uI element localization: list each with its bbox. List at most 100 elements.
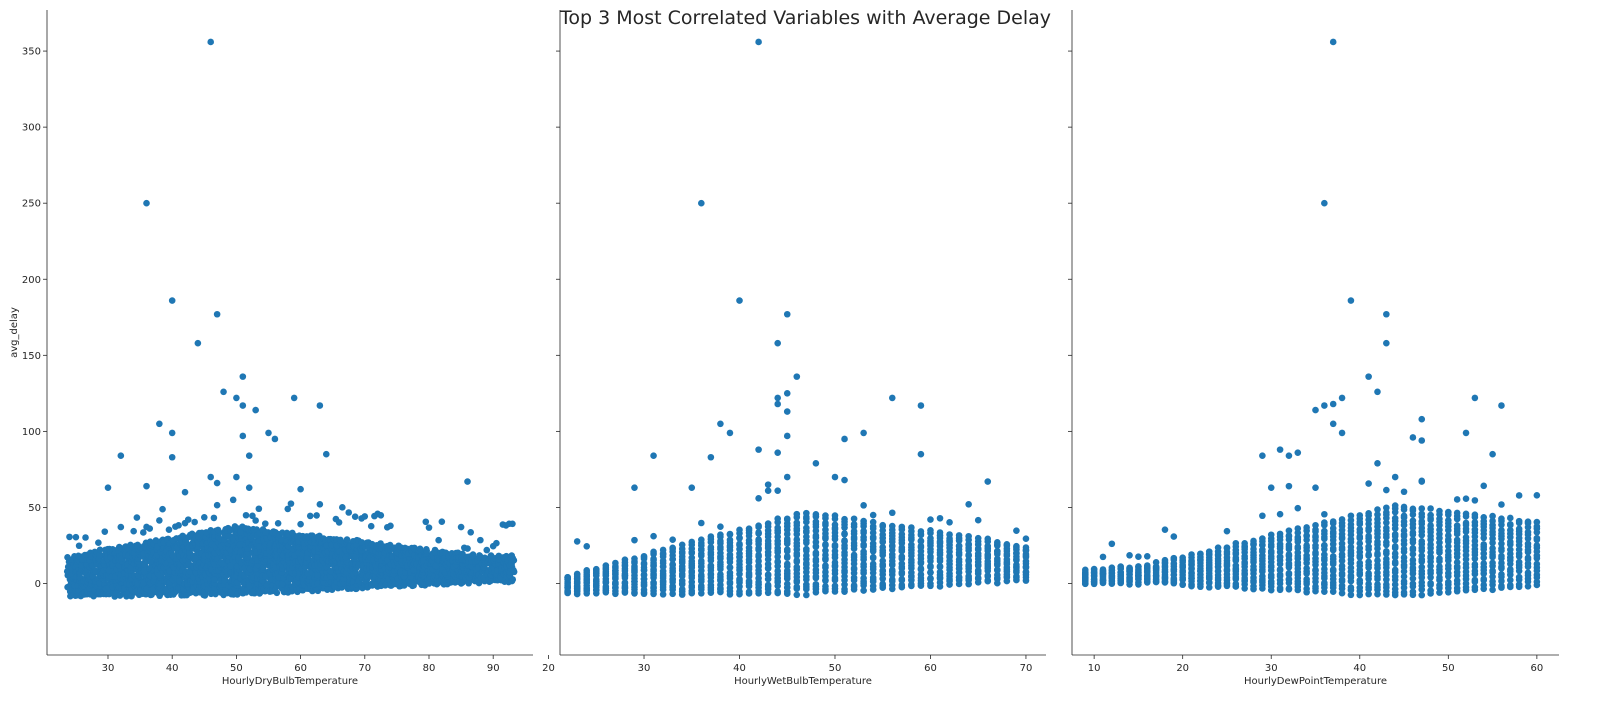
- scatter-point-outlier: [213, 479, 221, 487]
- scatter-point-outlier: [774, 449, 781, 456]
- scatter-point: [1356, 512, 1364, 519]
- scatter-point: [1329, 518, 1337, 525]
- scatter-point: [803, 545, 810, 553]
- scatter-point-outlier: [984, 478, 992, 485]
- scatter-point-outlier: [1365, 373, 1372, 380]
- scatter-point: [822, 540, 829, 548]
- scatter-point: [583, 543, 591, 550]
- scatter-point-outlier: [1338, 394, 1346, 402]
- scatter-point: [1524, 569, 1532, 577]
- scatter-point-outlier: [168, 297, 176, 304]
- scatter-point-outlier: [1391, 473, 1399, 481]
- scatter-point: [1161, 526, 1169, 533]
- scatter-point: [192, 555, 199, 562]
- scatter-point: [1391, 566, 1399, 574]
- scatter-point: [176, 577, 183, 585]
- scatter-point: [72, 533, 80, 541]
- scatter-point-outlier: [1338, 429, 1346, 437]
- scatter-point: [200, 514, 208, 521]
- scatter-point-outlier: [1329, 420, 1337, 428]
- scatter-point-outlier: [1329, 400, 1337, 408]
- scatter-point: [323, 586, 331, 593]
- scatter-point: [898, 523, 906, 531]
- scatter-point: [1462, 510, 1470, 518]
- scatter-point-outlier: [233, 473, 240, 481]
- scatter-point: [1081, 566, 1089, 574]
- scatter-point: [1445, 578, 1452, 586]
- y-tick-label: 200: [22, 275, 41, 286]
- scatter-point: [1197, 551, 1204, 558]
- y-tick-label: 250: [22, 199, 41, 210]
- y-axis-label: avg_delay: [9, 307, 20, 358]
- scatter-point: [210, 514, 218, 522]
- scatter-point: [1143, 552, 1151, 560]
- scatter-point: [457, 523, 465, 531]
- scatter-point: [698, 519, 705, 527]
- x-tick-label: 20: [542, 663, 555, 674]
- scatter-point: [1347, 512, 1355, 520]
- scatter-point: [1409, 556, 1417, 564]
- scatter-point: [1013, 527, 1020, 534]
- scatter-point: [133, 514, 141, 521]
- scatter-point: [1241, 540, 1248, 547]
- scatter-point: [313, 571, 321, 579]
- y-tick-label: 350: [22, 47, 41, 58]
- scatter-point: [1391, 502, 1399, 509]
- scatter-point: [965, 532, 972, 540]
- scatter-point: [229, 496, 237, 504]
- scatter-point: [1285, 569, 1293, 577]
- scatter-point: [812, 549, 820, 556]
- scatter-point: [831, 512, 839, 519]
- scatter-point-outlier: [181, 488, 189, 496]
- scatter-point: [352, 552, 360, 560]
- scatter-point-outlier: [1285, 452, 1293, 460]
- scatter-point: [185, 560, 192, 567]
- scatter-point-outlier: [917, 450, 925, 458]
- scatter-point: [1515, 558, 1523, 566]
- scatter-point: [1365, 509, 1372, 517]
- scatter-point: [1223, 527, 1231, 535]
- scatter-point: [1303, 524, 1310, 531]
- scatter-point: [1507, 514, 1514, 522]
- scatter-point: [946, 531, 953, 538]
- scatter-point: [361, 513, 369, 520]
- scatter-point: [191, 518, 198, 526]
- scatter-point: [1232, 539, 1240, 547]
- scatter-point: [745, 588, 753, 596]
- scatter-point: [66, 533, 73, 541]
- scatter-point-outlier: [1418, 437, 1426, 444]
- scatter-point: [101, 528, 109, 535]
- scatter-point-outlier: [1259, 452, 1266, 460]
- scatter-point-outlier: [168, 453, 176, 461]
- scatter-point-outlier: [755, 38, 762, 46]
- x-tick-label: 50: [230, 663, 243, 674]
- x-tick-label: 50: [829, 663, 842, 674]
- scatter-point: [955, 532, 963, 539]
- scatter-point-outlier: [194, 339, 202, 347]
- scatter-point: [736, 526, 743, 534]
- scatter-point-outlier: [464, 478, 471, 485]
- scatter-point: [146, 525, 154, 532]
- scatter-point: [1480, 541, 1488, 548]
- scatter-point: [764, 520, 772, 527]
- scatter-point: [822, 512, 829, 519]
- scatter-point-outlier: [252, 406, 259, 414]
- scatter-point: [82, 534, 89, 541]
- scatter-point: [631, 536, 638, 544]
- scatter-point-outlier: [783, 432, 791, 440]
- scatter-point: [249, 512, 256, 520]
- scatter-point: [326, 567, 334, 575]
- scatter-point-outlier: [783, 408, 791, 415]
- scatter-point: [1188, 551, 1195, 558]
- scatter-point: [422, 518, 430, 526]
- scatter-point: [1383, 486, 1390, 494]
- scatter-point: [134, 541, 141, 549]
- scatter-point-outlier: [1409, 434, 1417, 441]
- scatter-point: [1383, 548, 1390, 555]
- scatter-point-outlier: [239, 402, 247, 409]
- scatter-point-outlier: [117, 452, 125, 460]
- scatter-point: [140, 529, 147, 536]
